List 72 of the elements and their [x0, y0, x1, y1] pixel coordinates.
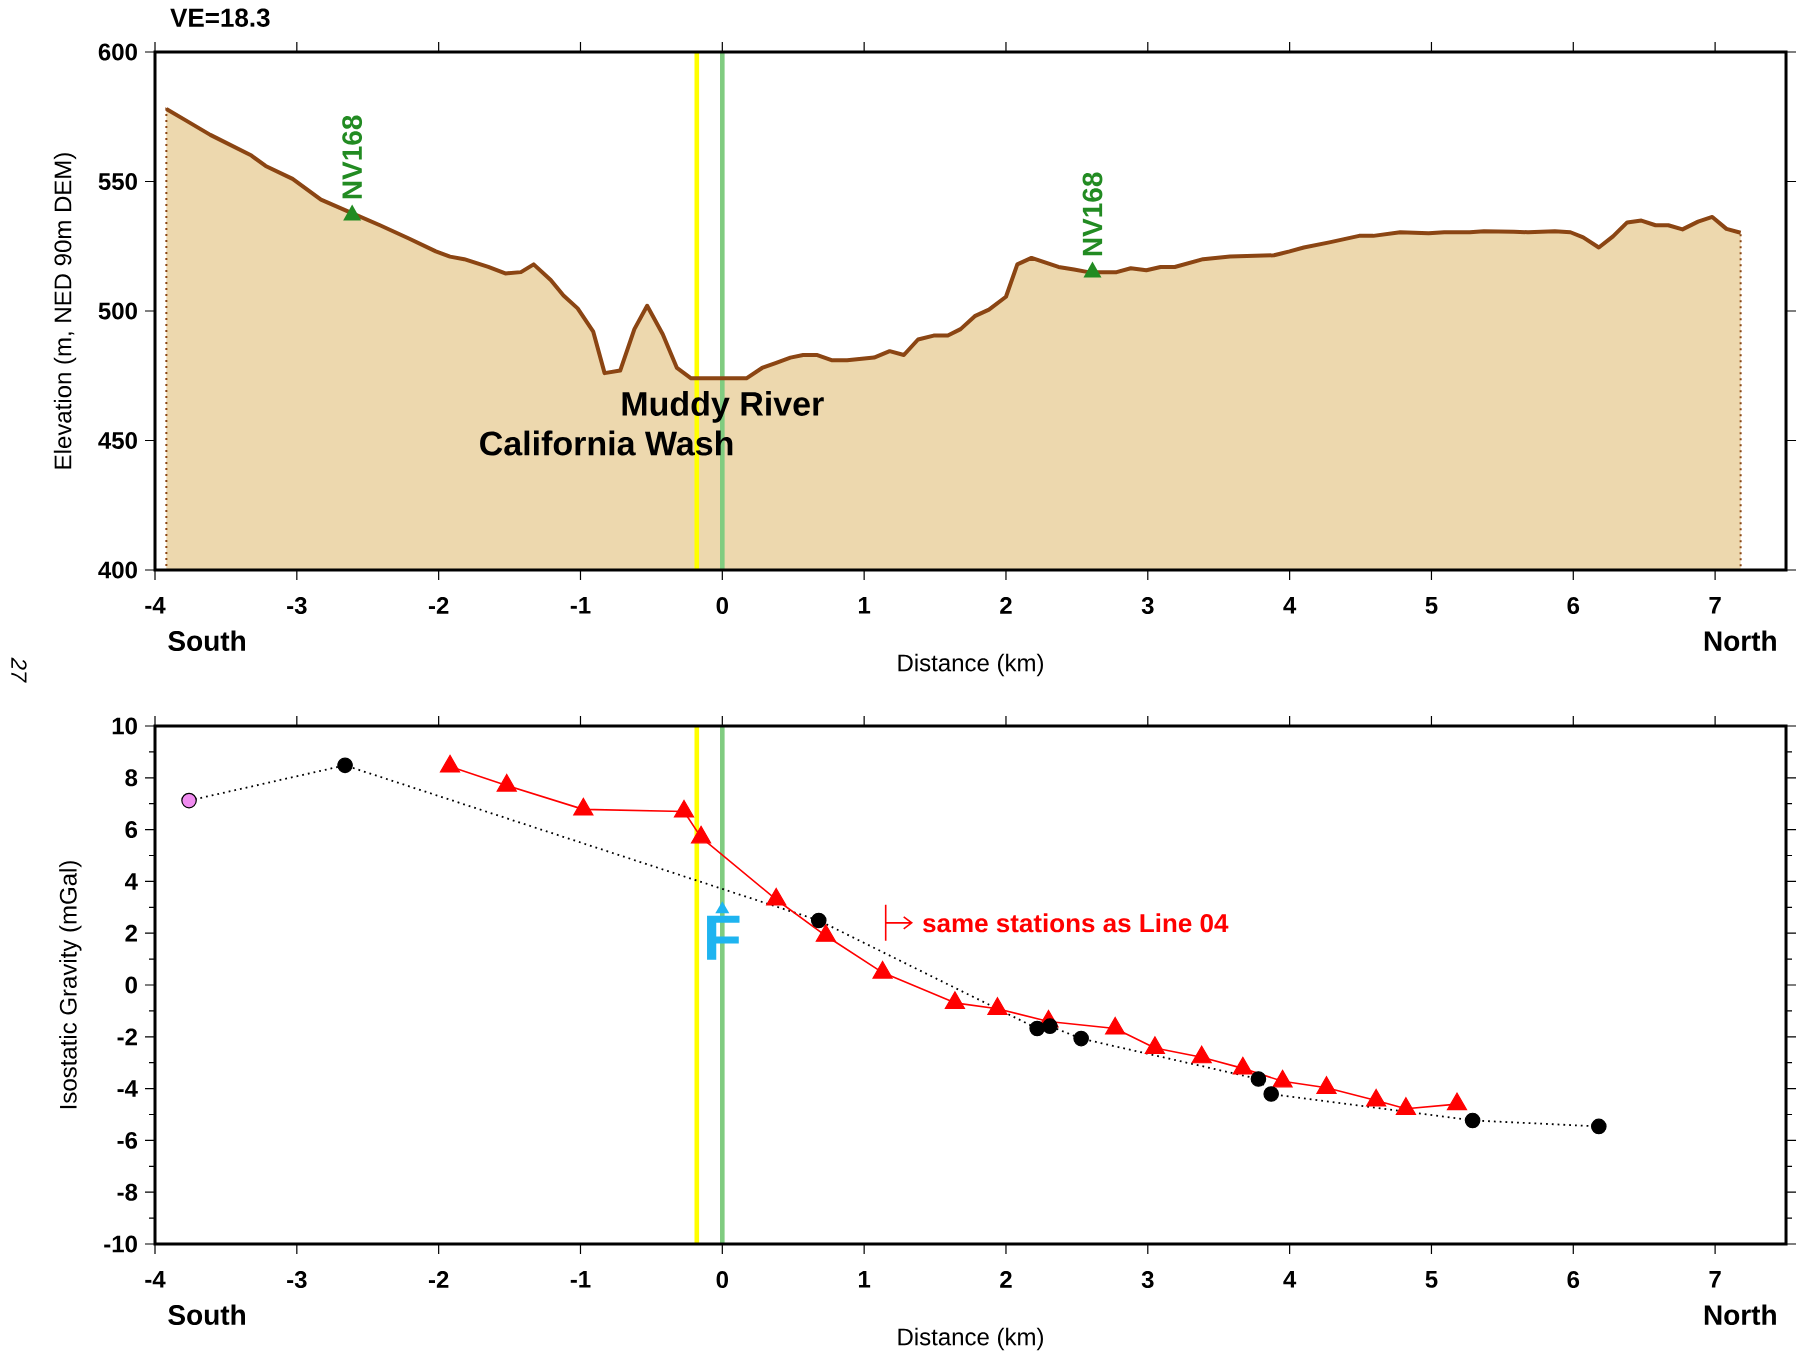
x-tick-label: 1: [858, 597, 871, 614]
annotation: same stations as Line 04: [923, 913, 1229, 933]
text: South: [168, 1304, 245, 1325]
point: [690, 825, 712, 844]
text: North: [1704, 630, 1776, 651]
point: [1105, 1016, 1126, 1035]
y-tick-label: 4: [124, 873, 138, 890]
point: [987, 997, 1008, 1015]
point: [496, 773, 517, 792]
text: 27: [11, 657, 27, 683]
y-axis-title: Isostatic Gravity (mGal): [59, 861, 82, 1109]
point: [1144, 1036, 1166, 1055]
x-tick-label: 3: [1141, 597, 1154, 615]
annotation: NV168: [1082, 172, 1103, 256]
chart-title: VE=18.3: [170, 8, 270, 27]
x-tick-label: -1: [570, 597, 591, 614]
y-axis-title: Elevation (m, NED 90m DEM): [53, 153, 77, 469]
text: South: [168, 630, 245, 651]
x-tick-label: -2: [428, 597, 449, 614]
y-tick-label: -6: [117, 1131, 138, 1149]
x-tick-label: -4: [145, 1271, 166, 1288]
x-tick-label: -4: [145, 597, 166, 614]
x-tick-label: 0: [716, 1271, 728, 1289]
point: [1366, 1088, 1387, 1107]
x-tick-label: -3: [287, 1271, 307, 1289]
x-tick-label: 7: [1709, 1271, 1721, 1288]
text: North: [1704, 1304, 1776, 1325]
y-tick-label: 500: [98, 302, 137, 320]
y-tick-label: 550: [98, 173, 137, 190]
x-tick-label: 3: [1141, 1271, 1154, 1289]
point: [1395, 1097, 1417, 1115]
x-tick-label: 4: [1283, 597, 1297, 614]
point: [872, 960, 893, 979]
x-tick-label: -2: [428, 1271, 449, 1288]
y-tick-label: 8: [125, 769, 138, 787]
point: [1446, 1092, 1468, 1111]
x-tick-label: 5: [1425, 1271, 1438, 1288]
y-tick-label: 6: [125, 821, 138, 839]
point: [439, 754, 461, 773]
x-tick-label: 2: [1000, 597, 1012, 614]
y-tick-label: -8: [117, 1183, 138, 1201]
x-tick-label: 1: [858, 1271, 871, 1288]
x-tick-label: 4: [1283, 1271, 1297, 1288]
y-tick-label: 2: [125, 924, 137, 942]
x-tick-label: 7: [1709, 597, 1721, 614]
y-tick-label: 450: [98, 432, 137, 449]
x-axis-title: Distance (km): [898, 1327, 1043, 1351]
point: [1316, 1076, 1337, 1094]
y-tick-label: 400: [98, 561, 137, 579]
point: [944, 991, 966, 1009]
x-tick-label: 6: [1567, 597, 1580, 615]
x-tick-label: -1: [570, 1271, 591, 1288]
x-axis-title: Distance (km): [898, 653, 1043, 677]
x-tick-label: 0: [716, 597, 728, 615]
y-tick-label: 600: [98, 43, 137, 61]
point: [673, 799, 695, 818]
y-tick-label: -2: [117, 1028, 137, 1046]
point: [573, 797, 594, 816]
y-tick-label: 0: [125, 976, 137, 994]
point: [815, 924, 836, 942]
annotation: NV168: [342, 115, 363, 199]
y-tick-label: -10: [104, 1235, 137, 1253]
x-tick-label: 2: [1000, 1271, 1012, 1288]
x-tick-label: 6: [1567, 1271, 1580, 1289]
y-tick-label: -4: [117, 1080, 138, 1097]
y-tick-label: 10: [112, 717, 137, 735]
x-tick-label: 5: [1425, 597, 1438, 614]
point: [1232, 1056, 1253, 1075]
point: [1191, 1045, 1212, 1064]
point: [766, 887, 787, 906]
point: [1272, 1069, 1293, 1088]
x-tick-label: -3: [287, 597, 307, 615]
